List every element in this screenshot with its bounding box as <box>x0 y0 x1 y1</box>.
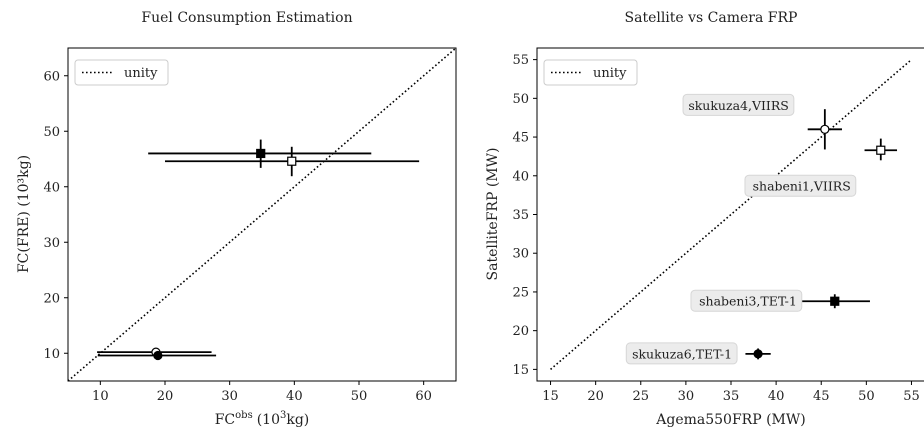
right-y-axis-label: SatelliteFRP (MW) <box>485 148 501 281</box>
right-data-point <box>876 145 886 155</box>
left-x-tick-label: 30 <box>221 389 238 404</box>
right-point-label-box <box>744 174 857 197</box>
right-chart: Satellite vs Camera FRP skukuza4,VIIRS sh… <box>485 10 924 428</box>
right-y-tick-label: 20 <box>512 324 529 339</box>
left-x-ticks: 10 20 30 40 50 60 <box>92 381 432 404</box>
right-x-axis-label: Agema550FRP (MW) <box>655 412 805 428</box>
right-x-tick-label: 25 <box>632 389 649 404</box>
left-y-tick-label: 60 <box>43 69 60 84</box>
right-chart-title: Satellite vs Camera FRP <box>625 10 798 26</box>
right-data-point <box>753 349 763 359</box>
right-point-label: shabeni1,VIIRS <box>753 179 851 194</box>
left-legend: unity <box>74 59 169 86</box>
right-y-tick-label: 35 <box>512 208 529 223</box>
left-y-tick-label: 40 <box>43 180 60 195</box>
left-unity-line <box>67 47 457 382</box>
right-data-point <box>830 296 840 306</box>
right-legend: unity <box>543 59 638 86</box>
right-y-tick-label: 25 <box>512 285 529 300</box>
left-chart: Fuel Consumption Estimation 10 20 30 40 50 60… <box>16 10 457 428</box>
left-data-point <box>287 156 297 166</box>
right-legend-unity-label: unity <box>593 66 627 81</box>
left-data-point <box>153 350 163 361</box>
right-y-tick-label: 55 <box>512 53 529 68</box>
right-point-label: shabeni3,TET-1 <box>699 294 797 309</box>
right-x-tick-label: 45 <box>813 389 830 404</box>
left-x-tick-label: 40 <box>286 389 303 404</box>
left-y-tick-label: 30 <box>43 236 60 251</box>
right-x-tick-label: 55 <box>903 389 920 404</box>
left-data-point <box>256 148 266 159</box>
left-legend-box <box>74 59 169 86</box>
right-y-tick-label: 30 <box>512 247 529 262</box>
right-x-tick-label: 40 <box>768 389 785 404</box>
left-legend-unity-label: unity <box>124 66 158 81</box>
left-x-tick-label: 60 <box>415 389 432 404</box>
right-y-tick-label: 45 <box>512 131 529 146</box>
left-x-tick-label: 50 <box>351 389 368 404</box>
right-x-tick-label: 35 <box>723 389 740 404</box>
left-x-tick-label: 20 <box>157 389 174 404</box>
right-x-tick-label: 15 <box>542 389 559 404</box>
right-y-ticks: 15 20 25 30 35 40 45 50 55 <box>512 53 537 378</box>
right-point-label-box <box>682 93 795 116</box>
right-y-tick-label: 50 <box>512 92 529 107</box>
right-x-tick-label: 20 <box>587 389 604 404</box>
right-y-tick-label: 15 <box>512 363 529 378</box>
left-y-tick-label: 50 <box>43 125 60 140</box>
right-x-ticks: 15 20 25 30 35 40 45 50 55 <box>542 381 920 404</box>
right-legend-box <box>543 59 638 86</box>
right-y-tick-label: 40 <box>512 169 529 184</box>
left-y-axis-label: FC(FRE) (10³kg) <box>16 155 32 273</box>
right-data-point <box>820 124 830 134</box>
right-x-tick-label: 50 <box>858 389 875 404</box>
left-gridmarks <box>67 47 457 382</box>
right-point-label-box <box>690 289 803 312</box>
right-point-label: skukuza6,TET-1 <box>632 346 732 361</box>
left-y-tick-label: 20 <box>43 291 60 306</box>
right-x-tick-label: 30 <box>678 389 695 404</box>
left-plot-frame <box>67 47 457 382</box>
right-gridmarks: skukuza4,VIIRS shabeni1,VIIRS shabeni3,TET… <box>550 59 912 370</box>
left-chart-title: Fuel Consumption Estimation <box>141 10 352 26</box>
right-point-label: skukuza4,VIIRS <box>688 98 789 113</box>
left-x-axis-label: FCobs (103kg) <box>215 410 310 428</box>
left-x-tick-label: 10 <box>92 389 109 404</box>
right-point-label-box <box>625 342 738 365</box>
left-y-tick-label: 10 <box>43 347 60 362</box>
right-unity-line <box>550 59 912 370</box>
left-y-ticks: 10 20 30 40 50 60 <box>43 69 68 362</box>
